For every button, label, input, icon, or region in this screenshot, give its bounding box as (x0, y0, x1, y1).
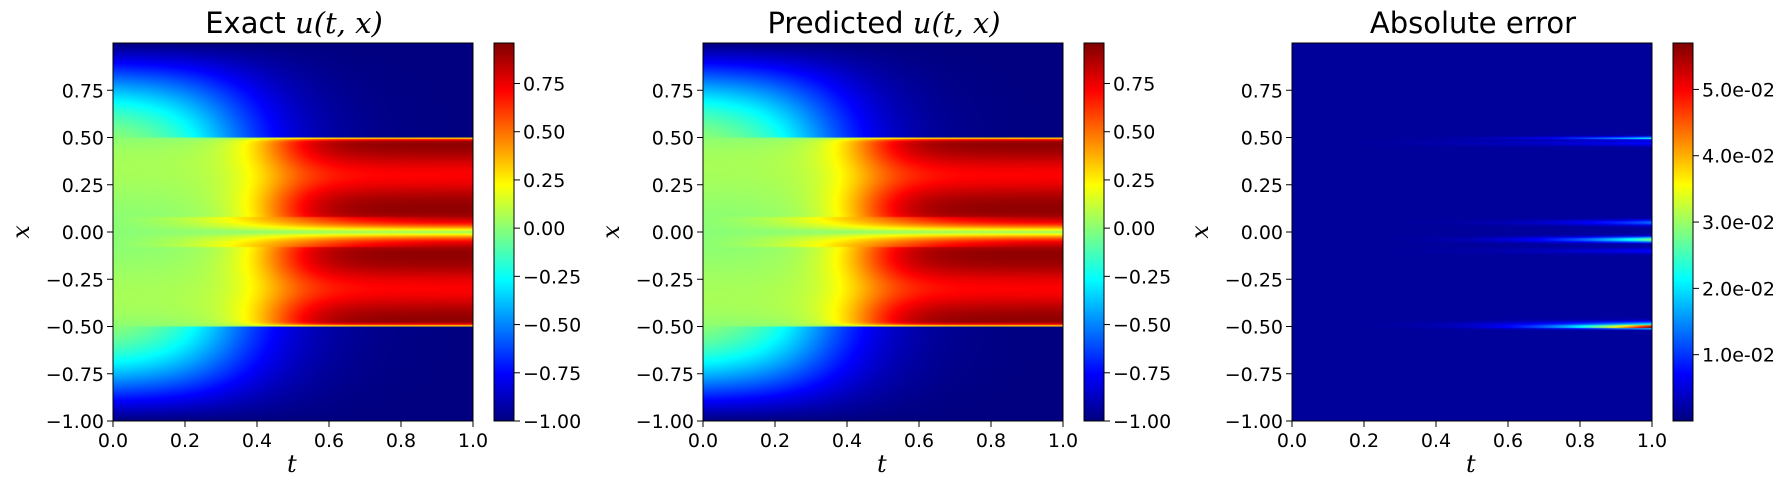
x-tick-label: 1.0 (1637, 430, 1667, 452)
colorbar-tick-label: 0.50 (1113, 122, 1155, 144)
y-tick-label: 0.75 (1241, 80, 1283, 102)
x-tick-label: 0.8 (976, 430, 1006, 452)
colorbar-gradient (1084, 43, 1104, 421)
colorbar-tick-label: 0.25 (523, 170, 565, 192)
colorbar-tick-label: 2.0e-02 (1702, 278, 1775, 300)
heatmap-image (113, 43, 473, 421)
y-tick-label: −0.50 (46, 317, 104, 339)
colorbar-tick-label: 5.0e-02 (1702, 79, 1775, 101)
y-tick-label: −0.50 (636, 317, 694, 339)
colorbar-tick-label: −0.75 (1113, 363, 1171, 385)
y-tick-label: 0.75 (62, 80, 104, 102)
y-tick-label: 0.25 (62, 175, 104, 197)
panel-1-title: Exact u(t, x) (205, 6, 383, 40)
x-tick-label: 0.6 (314, 430, 344, 452)
colorbar-tick-label: 4.0e-02 (1702, 146, 1775, 168)
y-tick-label: −1.00 (636, 411, 694, 433)
colorbar-frame (493, 42, 515, 422)
colorbar-tick-label: 0.25 (1113, 170, 1155, 192)
y-tick-label: −0.25 (46, 269, 104, 291)
y-tick-label: 0.25 (1241, 175, 1283, 197)
x-tick-label: 0.6 (904, 430, 934, 452)
y-tick-label: −0.75 (636, 364, 694, 386)
colorbar-tick-label: 0.75 (1113, 74, 1155, 96)
x-tick-label: 0.2 (760, 430, 790, 452)
colorbar-tick-label: −1.00 (523, 411, 581, 433)
x-tick-label: 0.4 (832, 430, 862, 452)
panel-3-title: Absolute error (1369, 6, 1577, 40)
y-tick-label: 0.75 (652, 80, 694, 102)
colorbar-tick-label: 0.00 (1113, 218, 1155, 240)
heatmap-image (1292, 43, 1652, 421)
x-tick-label: 0.6 (1493, 430, 1523, 452)
colorbar-tick-label: −0.50 (523, 315, 581, 337)
panel-1-xlabel: t (287, 450, 297, 478)
y-tick-label: 0.50 (652, 128, 694, 150)
y-tick-label: 0.00 (1241, 222, 1283, 244)
panel-2-title: Predicted u(t, x) (767, 6, 1001, 40)
colorbar-tick-label: 0.00 (523, 218, 565, 240)
colorbar-tick-label: −0.50 (1113, 315, 1171, 337)
colorbar-tick-label: −0.75 (523, 363, 581, 385)
y-tick-label: −0.25 (636, 269, 694, 291)
colorbar-gradient (494, 43, 514, 421)
y-tick-label: 0.00 (62, 222, 104, 244)
y-tick-label: −0.50 (1225, 317, 1283, 339)
x-tick-label: 0.0 (1277, 430, 1307, 452)
x-tick-label: 0.0 (98, 430, 128, 452)
y-tick-label: −1.00 (1225, 411, 1283, 433)
x-tick-label: 1.0 (458, 430, 488, 452)
colorbar-tick-label: −0.25 (523, 266, 581, 288)
y-tick-label: −0.75 (46, 364, 104, 386)
y-tick-label: 0.25 (652, 175, 694, 197)
heatmap-image (703, 43, 1063, 421)
x-tick-label: 0.2 (170, 430, 200, 452)
colorbar-tick-label: 0.75 (523, 74, 565, 96)
x-tick-label: 0.4 (242, 430, 272, 452)
y-tick-label: 0.00 (652, 222, 694, 244)
colorbar-tick-label: 1.0e-02 (1702, 345, 1775, 367)
colorbar-frame (1672, 42, 1694, 422)
colorbar-gradient (1673, 43, 1693, 421)
x-tick-label: 0.2 (1349, 430, 1379, 452)
x-tick-label: 0.4 (1421, 430, 1451, 452)
colorbar-tick-label: −1.00 (1113, 411, 1171, 433)
y-tick-label: 0.50 (1241, 128, 1283, 150)
x-tick-label: 0.0 (688, 430, 718, 452)
colorbar-frame (1083, 42, 1105, 422)
colorbar-tick-label: −0.25 (1113, 266, 1171, 288)
x-tick-label: 0.8 (1565, 430, 1595, 452)
y-tick-label: −1.00 (46, 411, 104, 433)
panel-3-xlabel: t (1466, 450, 1476, 478)
y-tick-label: 0.50 (62, 128, 104, 150)
y-tick-label: −0.75 (1225, 364, 1283, 386)
y-tick-label: −0.25 (1225, 269, 1283, 291)
x-tick-label: 0.8 (386, 430, 416, 452)
panel-2-xlabel: t (877, 450, 887, 478)
x-tick-label: 1.0 (1048, 430, 1078, 452)
colorbar-tick-label: 0.50 (523, 122, 565, 144)
colorbar-tick-label: 3.0e-02 (1702, 212, 1775, 234)
